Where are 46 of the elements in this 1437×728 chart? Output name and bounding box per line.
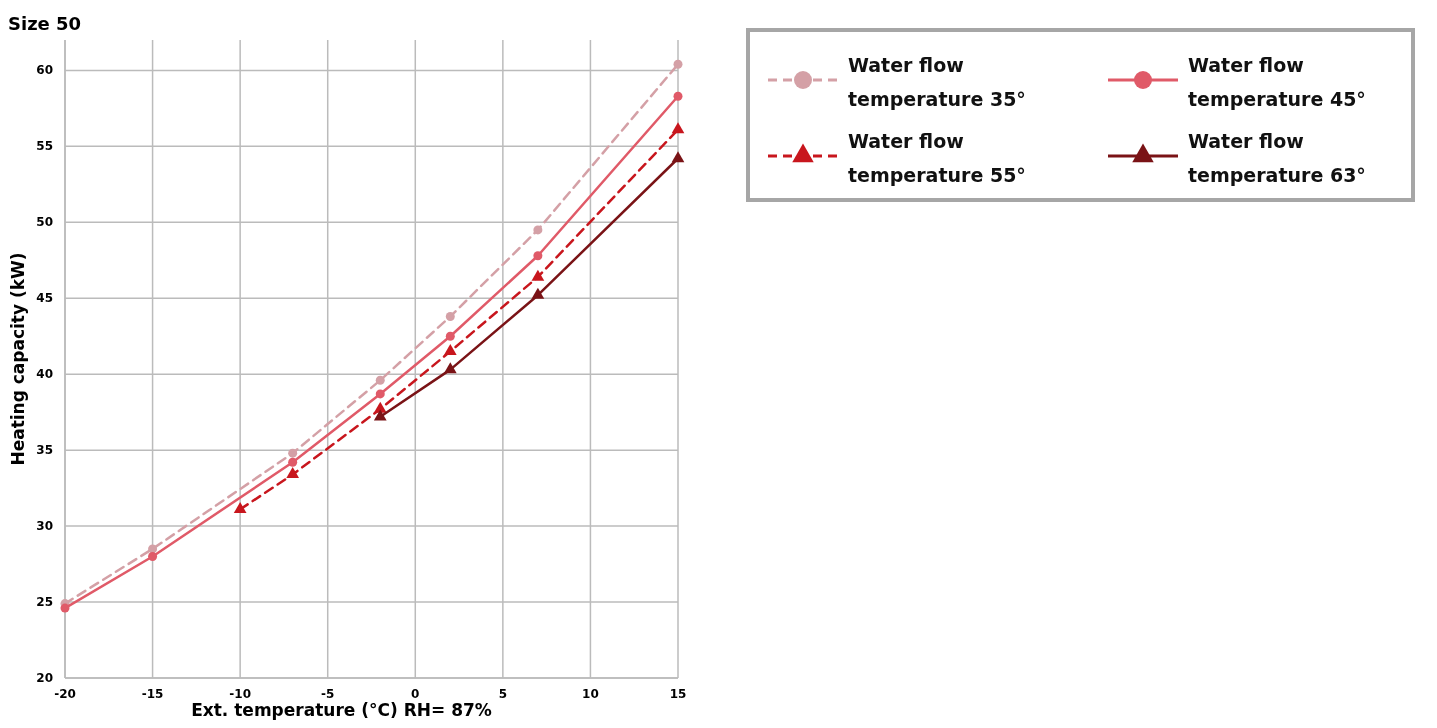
point — [288, 457, 298, 467]
point — [531, 287, 545, 299]
point — [671, 122, 685, 134]
y-tick-label: 35 — [36, 443, 53, 458]
point — [443, 344, 457, 356]
x-tick-label: 10 — [582, 687, 599, 701]
legend-label: Water flow temperature 55° — [848, 130, 1026, 186]
x-tick-label: -10 — [229, 687, 251, 701]
point — [148, 551, 158, 561]
point — [375, 375, 385, 385]
point — [286, 467, 300, 479]
point — [148, 544, 158, 554]
point — [673, 91, 683, 101]
point — [531, 269, 545, 281]
x-tick-label: 0 — [411, 687, 420, 701]
point — [443, 362, 457, 374]
y-tick-label: 45 — [36, 291, 53, 306]
point — [375, 389, 385, 399]
point — [533, 225, 543, 235]
point — [373, 409, 387, 421]
x-tick-label: -15 — [141, 687, 164, 701]
x-axis-title: Ext. temperature (°C) RH= 87% — [191, 700, 492, 720]
point — [533, 251, 543, 261]
y-tick-label: 55 — [36, 139, 53, 154]
legend-label: Water flow temperature 45° — [1188, 54, 1366, 110]
y-tick-label: 25 — [36, 595, 53, 610]
x-tick-label: -5 — [321, 687, 335, 701]
point — [673, 59, 683, 69]
point — [671, 151, 685, 163]
legend-label: Water flow temperature 35° — [848, 54, 1026, 110]
x-tick-label: -20 — [54, 687, 76, 701]
point — [445, 331, 455, 341]
point — [233, 502, 247, 514]
y-tick-label: 20 — [36, 671, 53, 685]
y-tick-label: 60 — [36, 63, 53, 78]
y-tick-label: 40 — [36, 367, 53, 382]
chart-title: Size 50 — [8, 13, 82, 34]
point — [445, 311, 455, 321]
y-axis-title: Heating capacity (kW) — [8, 252, 28, 466]
x-tick-label: 15 — [669, 687, 687, 701]
y-tick-label: 30 — [36, 519, 53, 534]
y-tick-label: 50 — [36, 215, 53, 230]
x-tick-label: 5 — [498, 687, 508, 701]
legend-label: Water flow temperature 63° — [1188, 130, 1366, 186]
point — [288, 448, 298, 458]
point — [60, 603, 70, 613]
